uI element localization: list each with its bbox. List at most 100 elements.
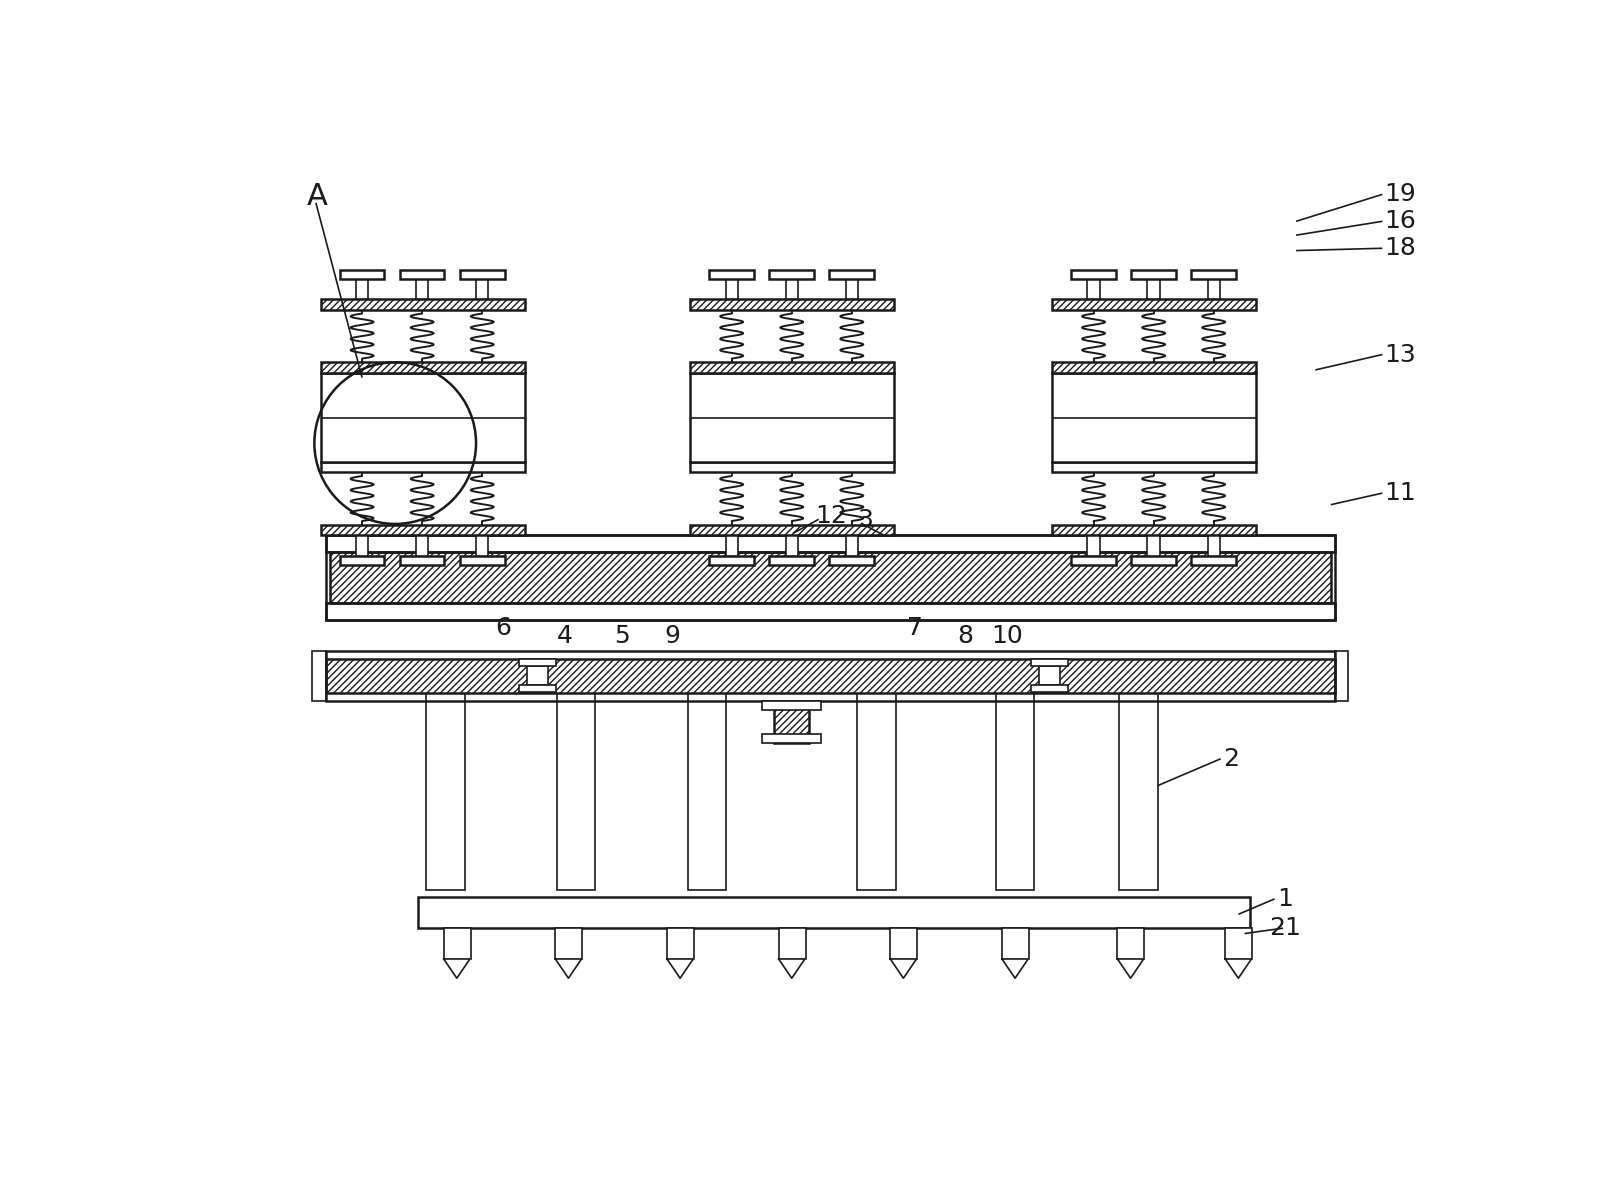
Bar (786, 279, 799, 299)
Bar (557, 693, 596, 890)
Polygon shape (667, 959, 693, 978)
Text: 11: 11 (1385, 481, 1416, 505)
Bar (710, 270, 753, 279)
Bar (726, 279, 737, 299)
Bar (1087, 536, 1100, 556)
Bar (416, 279, 428, 299)
Bar (400, 556, 444, 565)
Bar (1131, 270, 1176, 279)
Bar (1147, 279, 1160, 299)
Bar (418, 897, 1251, 929)
Text: 8: 8 (957, 624, 974, 647)
Bar (688, 693, 726, 890)
Bar (1119, 693, 1158, 890)
Bar (690, 373, 894, 461)
Bar (416, 536, 428, 556)
Bar (340, 270, 384, 279)
Bar (1191, 556, 1236, 565)
Bar (1001, 929, 1029, 959)
Text: 3: 3 (857, 508, 873, 532)
Text: 19: 19 (1385, 182, 1416, 206)
Bar (1051, 363, 1256, 373)
Bar (321, 363, 525, 373)
Bar (1335, 651, 1348, 701)
Bar (829, 556, 875, 565)
Bar (426, 693, 465, 890)
Bar (786, 536, 799, 556)
Bar (1032, 659, 1068, 666)
Bar (1071, 556, 1116, 565)
Bar (690, 299, 894, 310)
Bar (690, 363, 894, 373)
Bar (321, 373, 525, 461)
Bar (1207, 279, 1220, 299)
Bar (1207, 536, 1220, 556)
Bar (326, 659, 1335, 693)
Bar (330, 552, 1330, 604)
Bar (1071, 270, 1116, 279)
Bar (1032, 685, 1068, 692)
Polygon shape (1225, 959, 1251, 978)
Text: 21: 21 (1268, 916, 1301, 940)
Polygon shape (1001, 959, 1029, 978)
Bar (321, 461, 525, 472)
Text: 5: 5 (614, 624, 630, 647)
Polygon shape (556, 959, 582, 978)
Bar (460, 556, 504, 565)
Bar (356, 279, 368, 299)
Bar (996, 693, 1034, 890)
Bar (726, 536, 737, 556)
Text: 10: 10 (991, 624, 1024, 647)
Polygon shape (779, 959, 805, 978)
Bar (321, 525, 525, 536)
Bar (356, 536, 368, 556)
Text: A: A (306, 182, 327, 211)
Bar (326, 536, 1335, 552)
Bar (710, 556, 753, 565)
Bar (1087, 279, 1100, 299)
Bar (556, 929, 582, 959)
Bar (1051, 461, 1256, 472)
Bar (1118, 929, 1144, 959)
Text: 18: 18 (1385, 237, 1416, 260)
Bar (313, 651, 326, 701)
Bar (846, 536, 859, 556)
Bar (690, 461, 894, 472)
Bar (1191, 270, 1236, 279)
Bar (846, 279, 859, 299)
Text: 13: 13 (1385, 343, 1416, 366)
Bar (1051, 525, 1256, 536)
Bar (518, 685, 556, 692)
Text: 6: 6 (496, 616, 510, 640)
Bar (1038, 666, 1061, 685)
Text: 1: 1 (1277, 887, 1293, 911)
Text: 16: 16 (1385, 210, 1416, 233)
Bar (770, 270, 815, 279)
Bar (667, 929, 693, 959)
Bar (1225, 929, 1252, 959)
Bar (326, 536, 1335, 620)
Bar (857, 693, 896, 890)
Text: 2: 2 (1223, 746, 1239, 771)
Bar (518, 659, 556, 666)
Bar (770, 556, 815, 565)
Bar (690, 525, 894, 536)
Bar (526, 666, 549, 685)
Bar (763, 701, 821, 710)
Bar (1131, 556, 1176, 565)
Text: 9: 9 (664, 624, 680, 647)
Bar (763, 734, 821, 744)
Bar (779, 929, 805, 959)
Bar (476, 279, 488, 299)
Bar (774, 701, 810, 744)
Bar (829, 270, 875, 279)
Bar (400, 270, 444, 279)
Bar (326, 604, 1335, 620)
Polygon shape (891, 959, 917, 978)
Bar (1147, 536, 1160, 556)
Bar (444, 929, 471, 959)
Text: 7: 7 (907, 616, 923, 640)
Bar (460, 270, 504, 279)
Bar (476, 536, 488, 556)
Bar (321, 299, 525, 310)
